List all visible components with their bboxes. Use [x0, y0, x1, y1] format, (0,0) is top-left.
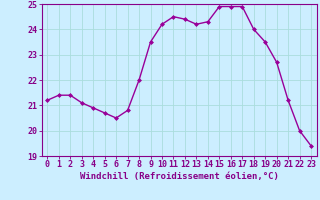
- X-axis label: Windchill (Refroidissement éolien,°C): Windchill (Refroidissement éolien,°C): [80, 172, 279, 181]
